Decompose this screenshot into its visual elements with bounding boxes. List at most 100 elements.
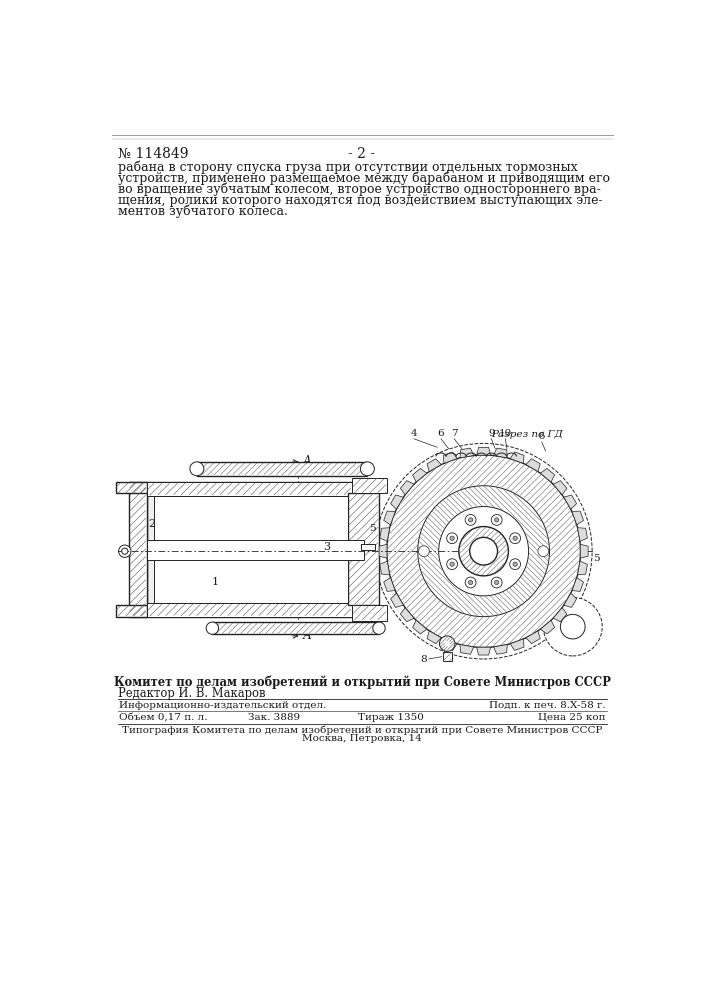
Text: 1: 1 [211, 577, 218, 587]
Polygon shape [443, 639, 457, 650]
Circle shape [513, 562, 518, 566]
Bar [353, 479, 386, 493]
Polygon shape [477, 447, 491, 455]
Polygon shape [510, 452, 524, 463]
Polygon shape [460, 448, 474, 458]
Circle shape [361, 462, 374, 476]
Text: Тираж 1350: Тираж 1350 [358, 713, 423, 722]
Polygon shape [115, 482, 146, 493]
Text: щения, ролики которого находятся под воздействием выступающих эле-: щения, ролики которого находятся под воз… [118, 194, 602, 207]
Text: ментов зубчатого колеса.: ментов зубчатого колеса. [118, 205, 288, 218]
Circle shape [469, 537, 498, 565]
Text: Зак. 3889: Зак. 3889 [248, 713, 300, 722]
Text: 4: 4 [411, 429, 417, 438]
Polygon shape [563, 593, 577, 607]
Polygon shape [580, 544, 588, 558]
Text: б: б [539, 432, 545, 441]
Polygon shape [413, 468, 427, 482]
Polygon shape [390, 593, 404, 607]
Bar [129, 483, 146, 616]
Circle shape [418, 486, 549, 617]
Polygon shape [553, 608, 567, 622]
Polygon shape [563, 495, 577, 509]
Text: Разрез по ГД: Разрез по ГД [491, 430, 563, 439]
Polygon shape [379, 544, 387, 558]
Polygon shape [115, 605, 146, 617]
Polygon shape [384, 511, 395, 525]
Text: Типография Комитета по делам изобретений и открытий при Совете Министров СССР: Типография Комитета по делам изобретений… [122, 725, 602, 735]
Circle shape [447, 559, 457, 570]
Polygon shape [146, 603, 352, 617]
Circle shape [373, 622, 385, 634]
Polygon shape [427, 631, 441, 644]
Polygon shape [380, 561, 390, 575]
Circle shape [465, 515, 476, 525]
Text: А: А [303, 629, 312, 642]
Text: Комитет по делам изобретений и открытий при Совете Министров СССР: Комитет по делам изобретений и открытий … [114, 676, 610, 689]
Polygon shape [352, 605, 387, 620]
Polygon shape [361, 544, 375, 550]
Text: устройств, применено размещаемое между барабаном и приводящим его: устройств, применено размещаемое между б… [118, 171, 610, 185]
Polygon shape [380, 528, 390, 541]
Text: 7: 7 [451, 429, 457, 438]
Circle shape [494, 518, 499, 522]
Circle shape [543, 597, 602, 656]
Text: 6: 6 [438, 429, 444, 438]
Polygon shape [197, 462, 368, 476]
Text: А: А [303, 455, 312, 468]
Bar [147, 604, 351, 616]
Polygon shape [443, 452, 457, 463]
Text: 8: 8 [421, 654, 427, 664]
Circle shape [469, 580, 473, 585]
Circle shape [419, 546, 429, 557]
Circle shape [538, 546, 549, 557]
Circle shape [510, 559, 520, 570]
Circle shape [447, 533, 457, 544]
Circle shape [119, 545, 131, 557]
Circle shape [513, 536, 518, 540]
Polygon shape [146, 540, 363, 560]
Polygon shape [413, 620, 427, 634]
Circle shape [459, 527, 508, 576]
Polygon shape [493, 645, 507, 654]
Text: 5: 5 [592, 554, 600, 563]
Polygon shape [460, 645, 474, 654]
Polygon shape [427, 459, 441, 472]
Polygon shape [400, 481, 414, 495]
Bar [116, 483, 146, 493]
Bar [198, 463, 367, 475]
Bar [353, 606, 386, 620]
Circle shape [465, 577, 476, 588]
Circle shape [190, 462, 204, 476]
Circle shape [469, 518, 473, 522]
Text: № 114849: № 114849 [118, 147, 188, 161]
Text: Объем 0,17 п. л.: Объем 0,17 п. л. [119, 713, 208, 722]
Text: Москва, Петровка, 14: Москва, Петровка, 14 [302, 734, 422, 743]
Circle shape [206, 622, 218, 634]
Polygon shape [540, 620, 555, 634]
Polygon shape [146, 482, 352, 617]
Text: Цена 25 коп: Цена 25 коп [538, 713, 605, 722]
Circle shape [491, 515, 502, 525]
Circle shape [450, 562, 455, 566]
Text: Информационно-издательский отдел.: Информационно-издательский отдел. [119, 701, 327, 710]
Polygon shape [540, 468, 555, 482]
Polygon shape [572, 511, 583, 525]
Bar [349, 494, 378, 604]
Bar [116, 606, 146, 616]
Circle shape [387, 455, 580, 647]
Bar [147, 483, 351, 495]
Polygon shape [526, 459, 540, 472]
Text: - 2 -: - 2 - [349, 147, 375, 161]
Text: 5: 5 [370, 524, 376, 533]
Text: 2: 2 [148, 519, 156, 529]
Circle shape [510, 533, 520, 544]
Polygon shape [493, 448, 507, 458]
Polygon shape [390, 495, 404, 509]
Circle shape [122, 548, 128, 554]
Circle shape [494, 580, 499, 585]
Text: рабана в сторону спуска груза при отсутствии отдельных тормозных: рабана в сторону спуска груза при отсутс… [118, 160, 578, 174]
Polygon shape [578, 528, 588, 541]
Polygon shape [352, 478, 387, 493]
Polygon shape [553, 481, 567, 495]
